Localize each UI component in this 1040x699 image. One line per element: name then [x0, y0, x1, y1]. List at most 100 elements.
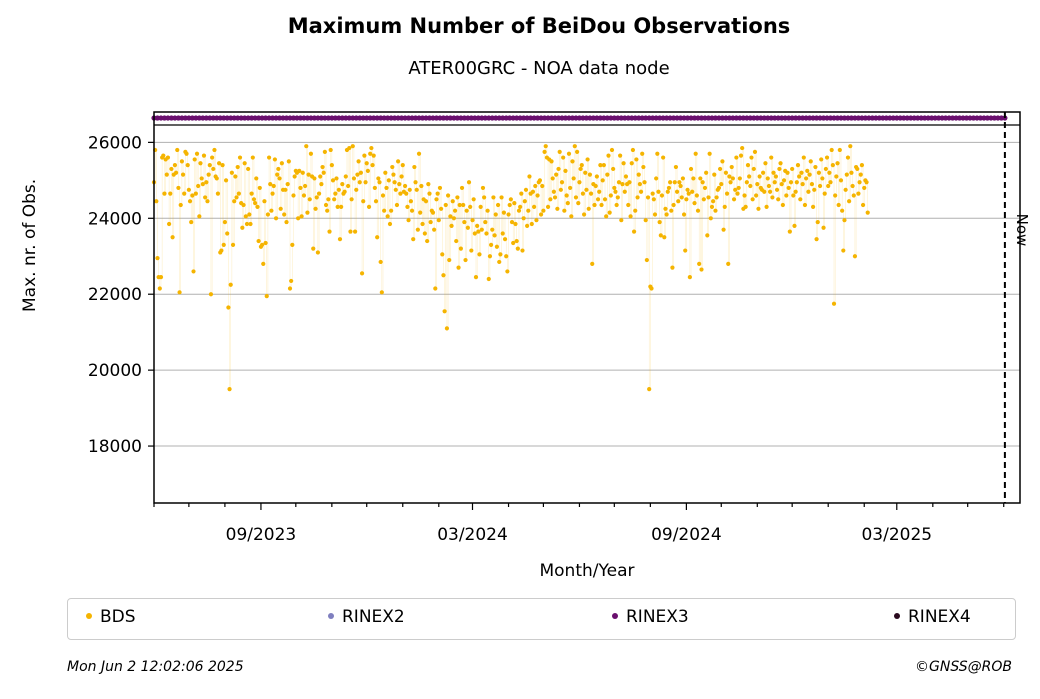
bds-point — [676, 199, 681, 204]
bds-point — [637, 182, 642, 187]
bds-point — [340, 182, 345, 187]
bds-point — [563, 168, 568, 173]
bds-points — [151, 144, 870, 392]
bds-point — [449, 223, 454, 228]
bds-point — [268, 182, 273, 187]
rinex3-band — [151, 115, 1008, 121]
bds-point — [750, 197, 755, 202]
bds-point — [351, 176, 357, 181]
bds-point — [849, 170, 854, 175]
bds-point — [248, 221, 253, 227]
bds-point — [205, 199, 210, 204]
bds-point — [428, 219, 433, 225]
bds-point — [559, 180, 565, 185]
bds-point — [642, 180, 647, 185]
x-tick-label-09-2023: 09/2023 — [226, 525, 297, 545]
legend-marker-bds — [86, 613, 92, 619]
x-tick-label-03-2025: 03/2025 — [861, 525, 932, 545]
bds-point — [548, 197, 553, 202]
bds-point — [794, 180, 799, 185]
legend-marker-rinex4 — [894, 613, 900, 619]
bds-point — [262, 199, 267, 204]
bds-point — [487, 254, 493, 259]
bds-point — [659, 193, 665, 198]
bds-point — [464, 208, 469, 213]
bds-point — [412, 164, 417, 170]
bds-point — [451, 216, 457, 221]
bds-point — [595, 197, 601, 202]
bds-point — [455, 195, 460, 200]
bds-point — [462, 219, 467, 225]
bds-point — [161, 153, 166, 158]
bds-point — [855, 166, 860, 172]
bds-point — [787, 229, 792, 234]
bds-point — [229, 170, 234, 175]
bds-point — [688, 166, 694, 172]
bds-point — [347, 145, 352, 151]
bds-point — [743, 204, 748, 210]
bds-point — [270, 191, 275, 196]
bds-point — [362, 153, 367, 158]
bds-point — [406, 218, 411, 223]
bds-point — [219, 248, 224, 253]
bds-point — [170, 235, 175, 240]
bds-point — [684, 197, 689, 202]
bds-point — [162, 191, 167, 196]
bds-point — [668, 180, 673, 185]
bds-point — [232, 199, 237, 204]
bds-point — [551, 189, 556, 194]
bds-point — [492, 233, 497, 238]
bds-point — [407, 187, 412, 192]
bds-point — [728, 180, 733, 185]
bds-point — [386, 178, 391, 183]
bds-point — [442, 309, 447, 314]
bds-point — [365, 168, 370, 173]
bds-point — [272, 157, 277, 162]
bds-point — [480, 185, 486, 191]
bds-point — [857, 180, 862, 185]
bds-point — [829, 147, 834, 153]
bds-point — [619, 218, 624, 223]
bds-point — [635, 195, 640, 200]
bds-point — [765, 176, 770, 181]
bds-point — [858, 172, 863, 177]
bds-point — [276, 166, 281, 172]
bds-point — [615, 195, 620, 200]
bds-point — [394, 202, 400, 208]
bds-point — [283, 187, 288, 192]
bds-point — [664, 212, 669, 217]
bds-point — [373, 199, 379, 204]
bds-point — [720, 159, 725, 164]
bds-point — [222, 219, 228, 225]
bds-point — [226, 305, 231, 310]
bds-point — [830, 163, 835, 168]
bds-point — [512, 201, 517, 206]
bds-point — [303, 183, 308, 189]
bds-point — [439, 206, 444, 211]
bds-point — [485, 208, 490, 213]
bds-point — [328, 147, 333, 153]
bds-point — [747, 174, 752, 179]
bds-point — [638, 189, 644, 194]
bds-point — [706, 195, 711, 200]
bds-point — [742, 193, 747, 198]
bds-point — [371, 153, 376, 158]
bds-point — [322, 149, 327, 154]
bds-point — [243, 214, 248, 219]
bds-point — [273, 216, 279, 221]
bds-point — [206, 172, 211, 177]
bds-point — [304, 144, 309, 149]
bds-point — [220, 163, 225, 168]
bds-point — [475, 223, 480, 228]
bds-point — [643, 218, 648, 223]
bds-point — [634, 157, 639, 162]
bds-point — [538, 212, 544, 217]
bds-point — [814, 237, 819, 242]
bds-point — [375, 235, 380, 240]
bds-point — [622, 189, 627, 194]
bds-point — [251, 197, 257, 202]
bds-point — [820, 176, 825, 181]
y-tick-label-24000: 24000 — [88, 209, 142, 229]
bds-point — [556, 166, 561, 172]
bds-point — [415, 227, 420, 232]
